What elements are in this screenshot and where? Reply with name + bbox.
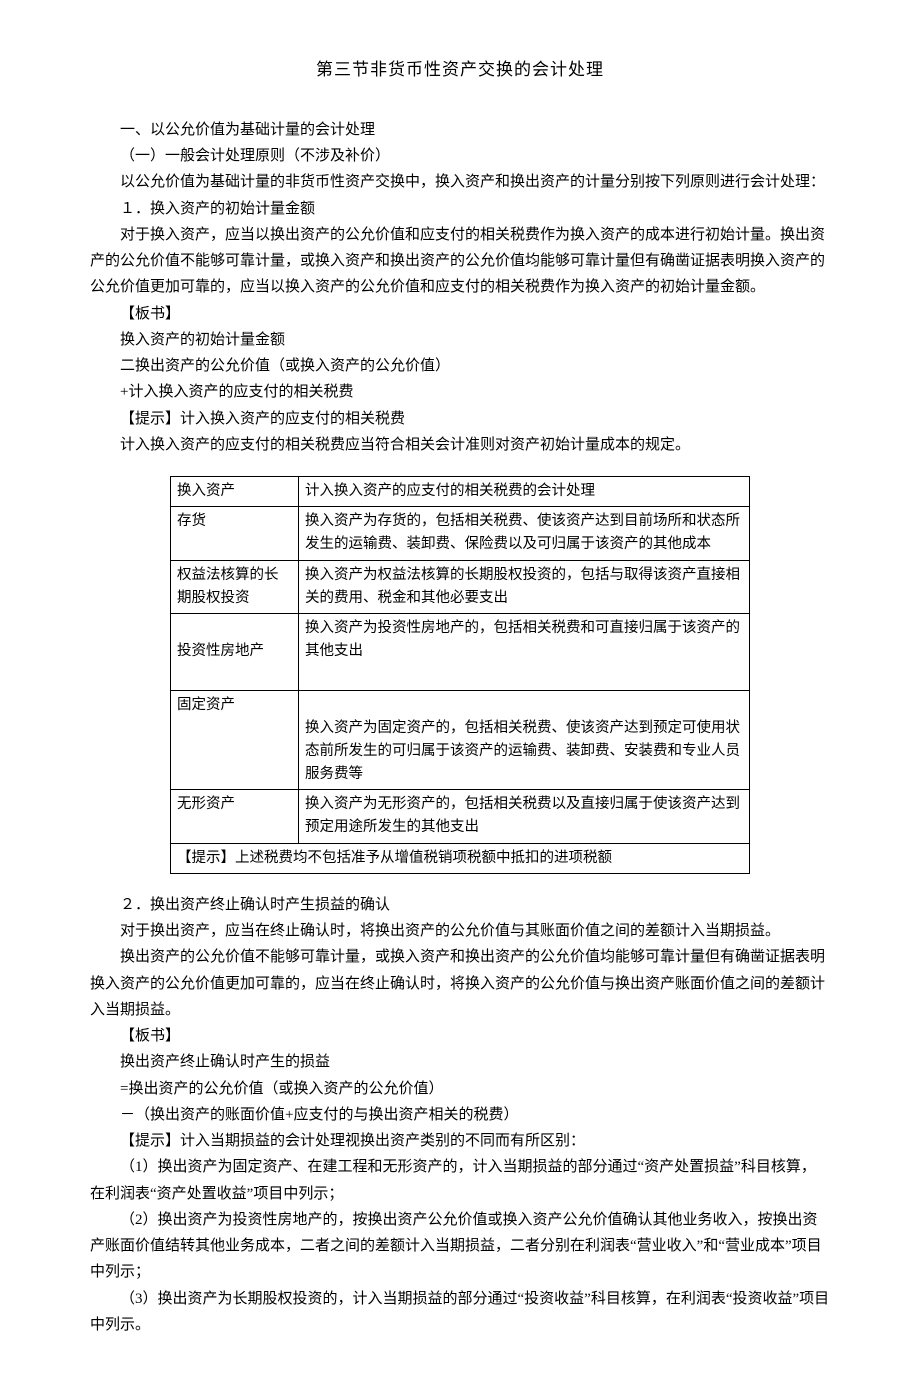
formula-line: 二换出资产的公允价值（或换入资产的公允价值） [90, 353, 830, 379]
table-header-cell: 换入资产 [171, 477, 299, 507]
formula-line: 换入资产的初始计量金额 [90, 327, 830, 353]
tip-label: 【提示】计入换入资产的应支付的相关税费 [90, 406, 830, 432]
list-item-2: （2）换出资产为投资性房地产的，按换出资产公允价值或换入资产公允价值确认其他业务… [90, 1207, 830, 1286]
document-title: 第三节非货币性资产交换的会计处理 [90, 55, 830, 85]
table-cell: 权益法核算的长期股权投资 [171, 560, 299, 613]
formula-line: －（换出资产的账面价值+应支付的与换出资产相关的税费） [90, 1102, 830, 1128]
table-cell: 换入资产为存货的，包括相关税费、使该资产达到目前场所和状态所发生的运输费、装卸费… [299, 507, 750, 560]
table-header-row: 换入资产 计入换入资产的应支付的相关税费的会计处理 [171, 477, 750, 507]
table-header-cell: 计入换入资产的应支付的相关税费的会计处理 [299, 477, 750, 507]
numbered-item-1: １．换入资产的初始计量金额 [90, 196, 830, 222]
table-cell: 换入资产为无形资产的，包括相关税费以及直接归属于使该资产达到预定用途所发生的其他… [299, 790, 750, 843]
paragraph: 换出资产的公允价值不能够可靠计量，或换入资产和换出资产的公允价值均能够可靠计量但… [90, 944, 830, 1023]
table-cell: 换入资产为固定资产的，包括相关税费、使该资产达到预定可使用状态前所发生的可归属于… [299, 690, 750, 790]
table-cell: 无形资产 [171, 790, 299, 843]
list-item-1: （1）换出资产为固定资产、在建工程和无形资产的，计入当期损益的部分通过“资产处置… [90, 1154, 830, 1207]
table-row: 权益法核算的长期股权投资 换入资产为权益法核算的长期股权投资的，包括与取得该资产… [171, 560, 750, 613]
table-row: 固定资产 换入资产为固定资产的，包括相关税费、使该资产达到预定可使用状态前所发生… [171, 690, 750, 790]
table-cell: 换入资产为投资性房地产的，包括相关税费和可直接归属于该资产的其他支出 [299, 613, 750, 690]
list-item-3: （3）换出资产为长期股权投资的，计入当期损益的部分通过“投资收益”科目核算，在利… [90, 1286, 830, 1339]
paragraph: 对于换入资产，应当以换出资产的公允价值和应支付的相关税费作为换入资产的成本进行初… [90, 222, 830, 301]
section-1-subheading: （一）一般会计处理原则（不涉及补价） [90, 143, 830, 169]
formula-line: =换出资产的公允价值（或换入资产的公允价值） [90, 1076, 830, 1102]
table-row: 投资性房地产 换入资产为投资性房地产的，包括相关税费和可直接归属于该资产的其他支… [171, 613, 750, 690]
table-footnote-row: 【提示】上述税费均不包括准予从增值税销项税额中抵扣的进项税额 [171, 843, 750, 873]
asset-tax-table: 换入资产 计入换入资产的应支付的相关税费的会计处理 存货 换入资产为存货的，包括… [170, 476, 750, 874]
formula-line: +计入换入资产的应支付的相关税费 [90, 379, 830, 405]
table-cell: 存货 [171, 507, 299, 560]
table-cell: 固定资产 [171, 690, 299, 790]
note-label: 【板书】 [90, 1023, 830, 1049]
numbered-item-2: ２．换出资产终止确认时产生损益的确认 [90, 892, 830, 918]
formula-line: 换出资产终止确认时产生的损益 [90, 1049, 830, 1075]
note-label: 【板书】 [90, 301, 830, 327]
table-row: 无形资产 换入资产为无形资产的，包括相关税费以及直接归属于使该资产达到预定用途所… [171, 790, 750, 843]
paragraph: 对于换出资产，应当在终止确认时，将换出资产的公允价值与其账面价值之间的差额计入当… [90, 918, 830, 944]
tip-label: 【提示】计入当期损益的会计处理视换出资产类别的不同而有所区别： [90, 1128, 830, 1154]
section-1-heading: 一、以公允价值为基础计量的会计处理 [90, 117, 830, 143]
table-row: 存货 换入资产为存货的，包括相关税费、使该资产达到目前场所和状态所发生的运输费、… [171, 507, 750, 560]
paragraph: 计入换入资产的应支付的相关税费应当符合相关会计准则对资产初始计量成本的规定。 [90, 432, 830, 458]
paragraph: 以公允价值为基础计量的非货币性资产交换中，换入资产和换出资产的计量分别按下列原则… [90, 169, 830, 195]
table-cell: 换入资产为权益法核算的长期股权投资的，包括与取得该资产直接相关的费用、税金和其他… [299, 560, 750, 613]
table-cell: 投资性房地产 [171, 613, 299, 690]
table-footnote-cell: 【提示】上述税费均不包括准予从增值税销项税额中抵扣的进项税额 [171, 843, 750, 873]
